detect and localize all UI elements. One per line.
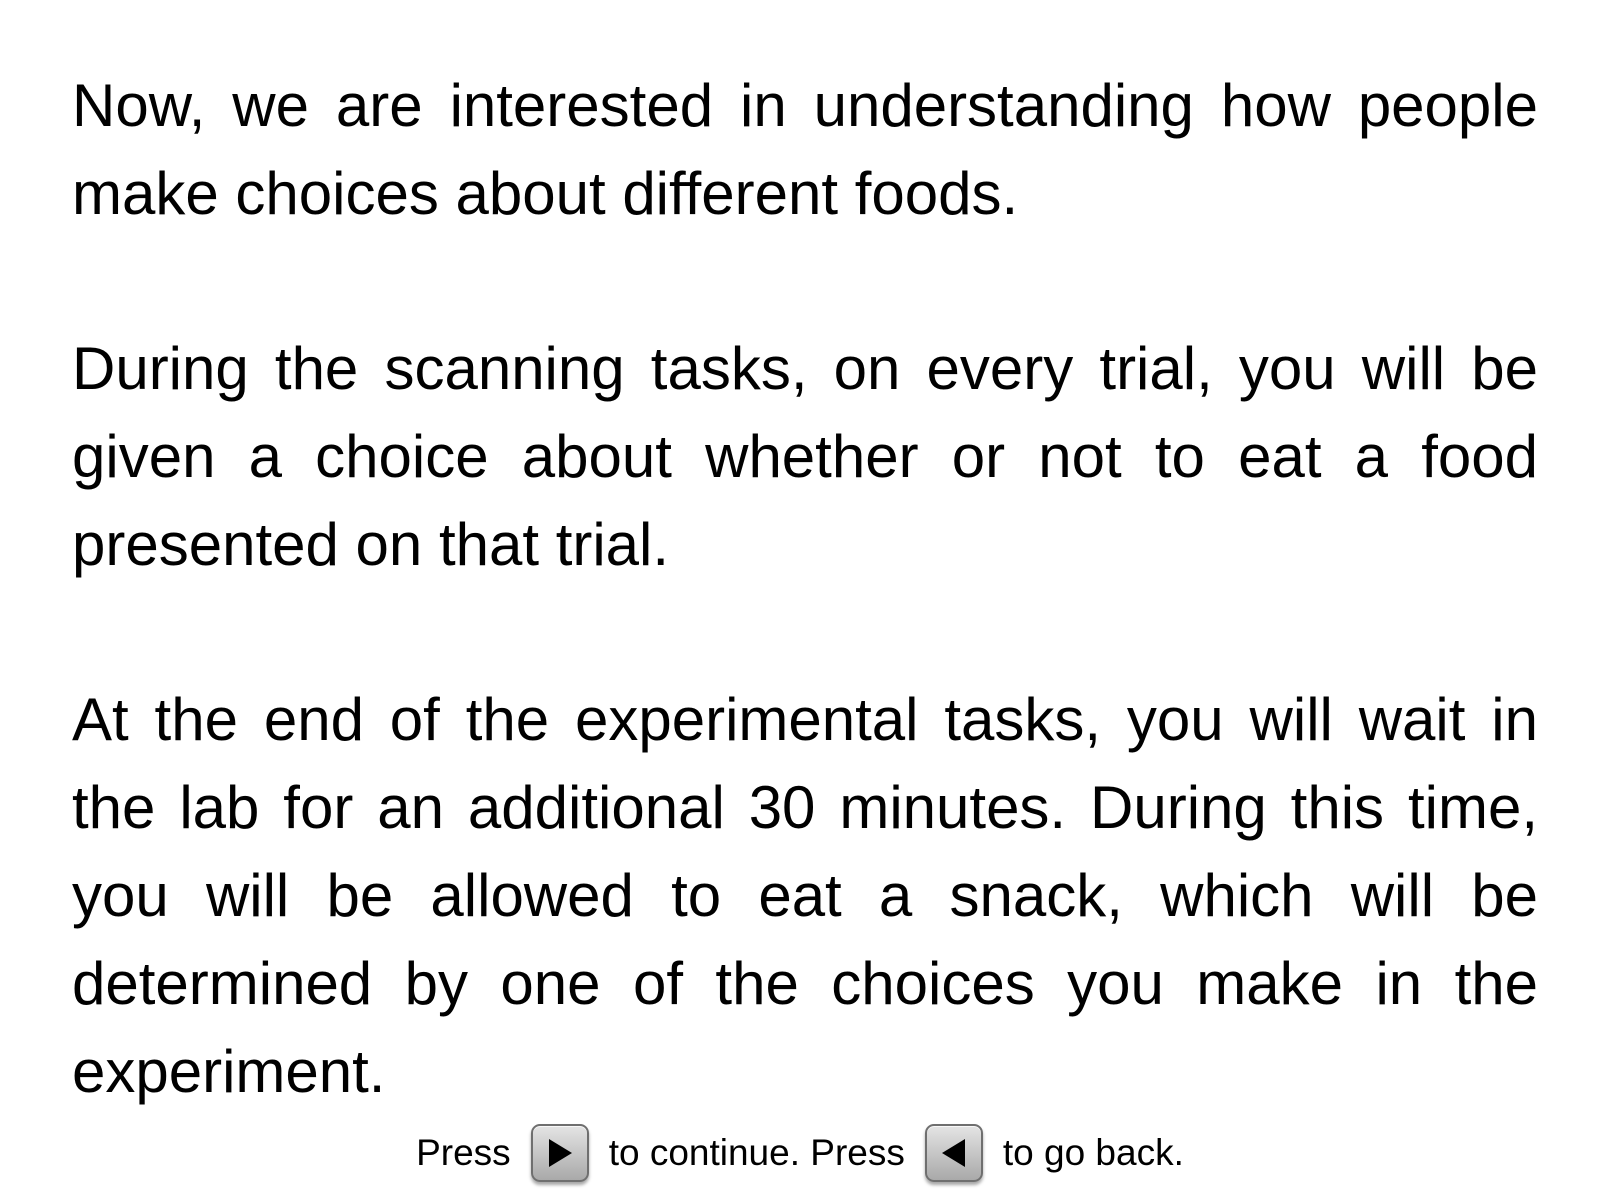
instruction-paragraph-1: Now, we are interested in understanding …: [72, 72, 1538, 227]
press-label: Press: [416, 1132, 511, 1173]
back-label: to go back.: [1002, 1132, 1184, 1173]
right-triangle-icon: [548, 1139, 572, 1167]
instruction-paragraph-2: During the scanning tasks, on every tria…: [72, 335, 1538, 578]
back-button[interactable]: [924, 1124, 983, 1182]
navigation-hint: Press to continue. Press to go back.: [0, 1123, 1600, 1183]
instructions-text: Now, we are interested in understanding …: [72, 62, 1538, 1116]
continue-label: to continue. Press: [608, 1132, 905, 1173]
left-triangle-icon: [941, 1139, 965, 1167]
instruction-paragraph-3: At the end of the experimental tasks, yo…: [72, 686, 1538, 1105]
continue-button[interactable]: [530, 1124, 589, 1182]
